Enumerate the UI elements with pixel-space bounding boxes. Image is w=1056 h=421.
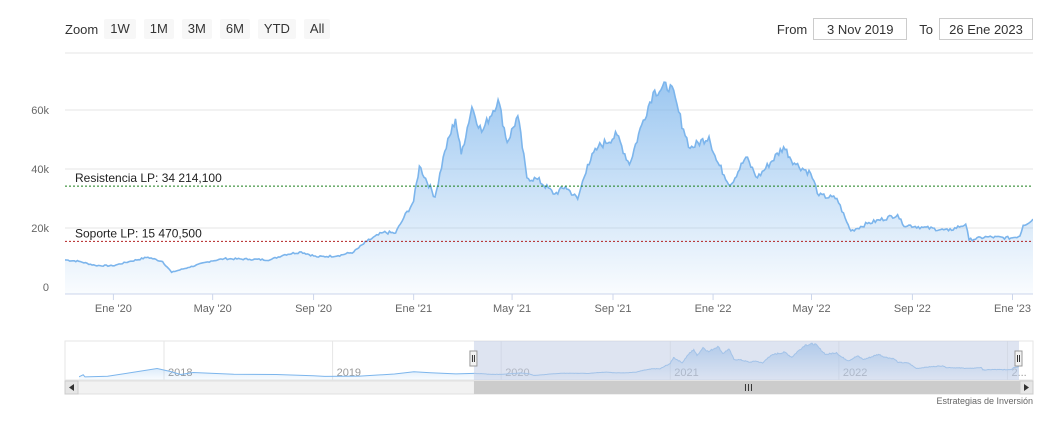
x-tick-label: May '21 [493,303,531,315]
scrollbar-right-arrow[interactable] [1019,380,1034,395]
resistance-label: Resistencia LP: 34 214,100 [75,171,222,185]
scrollbar-thumb[interactable] [473,381,1021,394]
x-tick-label: Sep '21 [595,303,632,315]
x-tick-label: Ene '21 [395,303,432,315]
support-label: Soporte LP: 15 470,500 [75,226,202,240]
zoom-1m-button[interactable]: 1M [143,19,174,39]
from-label: From [776,21,808,37]
x-tick-label: Ene '20 [95,303,132,315]
x-tick-label: Sep '22 [894,303,931,315]
grid-lines [65,52,1033,229]
zoom-bar: Zoom 1W 1M 3M 6M YTD All [65,18,338,40]
price-area [65,82,1033,294]
to-date-input[interactable] [939,18,1033,40]
navigator-scrollbar[interactable] [64,380,1034,395]
y-tick-label: 20k [31,223,49,235]
y-tick-label: 0 [43,282,49,294]
x-axis: Ene '20 May '20 Sep '20 Ene '21 May '21 Sep '… [65,293,1033,315]
x-tick-label: Sep '20 [295,303,332,315]
x-tick-label: Ene '22 [695,303,732,315]
navigator-right-handle[interactable] [1014,350,1023,367]
zoom-1w-button[interactable]: 1W [104,19,136,39]
to-label: To [919,21,933,37]
credits-text: Estrategias de Inversión [936,396,1033,406]
zoom-6m-button[interactable]: 6M [219,19,250,39]
scrollbar-left-arrow[interactable] [64,380,79,395]
zoom-all-button[interactable]: All [303,19,331,39]
date-range-selector: From To [777,18,1033,40]
navigator-selection[interactable] [473,341,1019,380]
navigator: 201820192020202120222... [64,340,1034,395]
y-tick-label: 40k [31,164,49,176]
from-date-input[interactable] [813,18,908,40]
plot-lines: Resistencia LP: 34 214,100 Soporte LP: 15… [65,171,1033,242]
x-tick-label: May '22 [792,303,830,315]
y-tick-label: 60k [31,105,49,117]
zoom-ytd-button[interactable]: YTD [257,19,296,39]
x-tick-label: Ene '23 [994,303,1031,315]
y-axis: 0 20k 40k 60k [31,105,49,294]
zoom-label: Zoom [65,21,99,37]
price-line [65,81,1033,274]
x-tick-label: May '20 [194,303,232,315]
navigator-left-handle[interactable] [469,350,478,367]
zoom-3m-button[interactable]: 3M [181,19,212,39]
